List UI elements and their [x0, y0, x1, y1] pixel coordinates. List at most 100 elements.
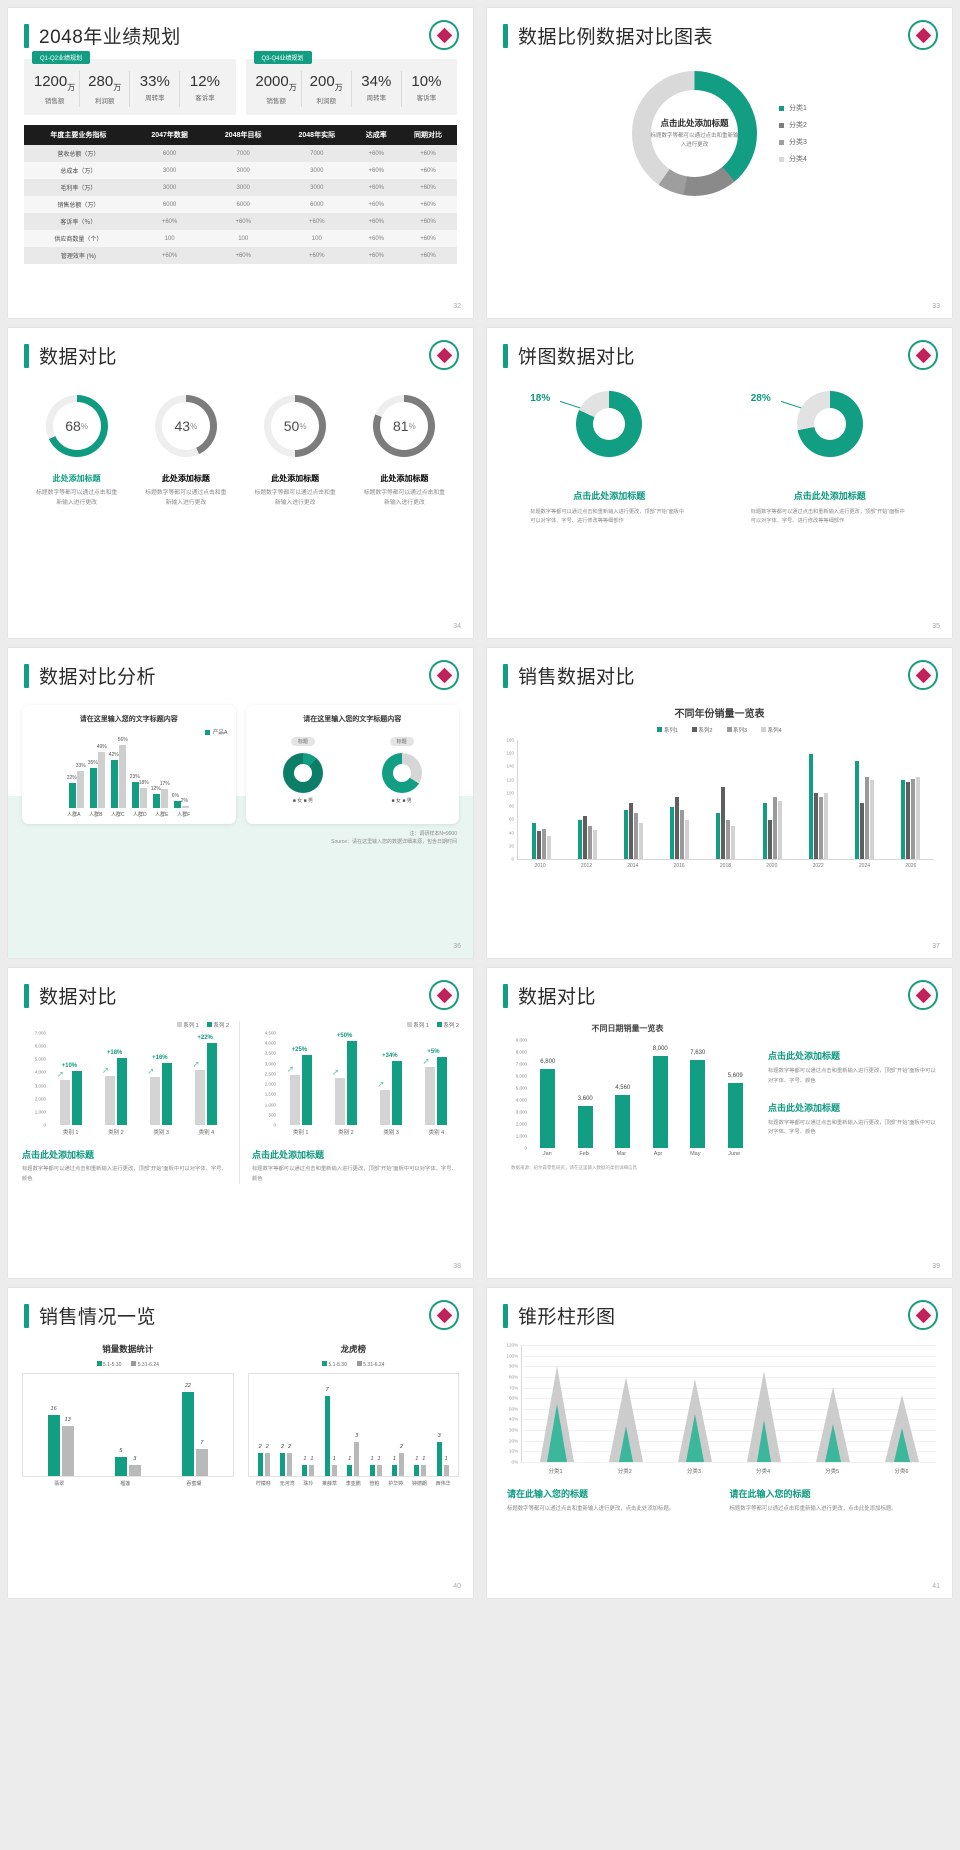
table-cell: 6000 [206, 196, 280, 213]
bar-label: 56% [117, 736, 128, 743]
x-tick: 类别 4 [198, 1130, 215, 1136]
donut-legend: 分类1 分类2 分类3 分类4 [779, 103, 807, 164]
gauge-desc: 标题数字等都可以通过点击和重新输入进行更改 [145, 490, 227, 506]
gridline [522, 1366, 936, 1368]
chart-right[interactable]: 系列 1 系列 2 4,500 4,000 3,500 3,000 2,500 2,000… [252, 1021, 459, 1184]
bar: 2 [280, 1444, 286, 1476]
x-tick: 李亚鹏 [345, 1481, 361, 1487]
table-cell: 营收总额（万） [24, 145, 133, 162]
bar-chart: 22% 33% 35% 49% 42% 56% 23% 18% 12% 17% 6% 2% [30, 736, 228, 808]
gridline [522, 1376, 936, 1378]
y-axis: 7,000 6,000 5,000 4,000 3,000 2,000 1,000 0 [22, 1031, 46, 1128]
bar [813, 793, 818, 859]
y-tick: 90% [508, 1363, 518, 1369]
y-tick: 50% [508, 1406, 518, 1412]
logo-icon [908, 20, 938, 50]
x-tick: 分类2 [617, 1469, 632, 1475]
gauge-item[interactable]: 50% 此处添加标题 标题数字等都可以通过点击和重新输入进行更改 [253, 395, 337, 509]
bar-group [716, 786, 736, 859]
slide-37[interactable]: 销售数据对比 不同年份销量一览表 系列1 系列2 系列3 系列4 180 160 1… [487, 648, 952, 958]
donut-card[interactable]: 请在这里输入您的文字标题内容 标题 ■ 女 ■ 男 标题 ■ 女 ■ 男 [245, 705, 459, 824]
gauge-item[interactable]: 68% 此处添加标题 标题数字等都可以通过点击和重新输入进行更改 [35, 395, 119, 509]
y-tick: 6,000 [34, 1043, 46, 1049]
accent-bar-icon [503, 343, 508, 368]
chart-left[interactable]: 系列 1 系列 2 7,000 6,000 5,000 4,000 3,000 2,000… [22, 1021, 240, 1185]
slide-36[interactable]: 数据对比分析 请在这里输入您的文字标题内容 产品A 22% 33% 35% 49% 42… [8, 648, 473, 958]
table-cell: +60% [132, 247, 207, 264]
legend-item: 系列 2 [436, 1021, 459, 1029]
slide-38[interactable]: 数据对比 系列 1 系列 2 7,000 6,000 5,000 4,000 3,000… [8, 968, 473, 1278]
bar: 8,000 [653, 1046, 668, 1148]
bar [110, 760, 118, 808]
bar-label: 1 [332, 1455, 336, 1462]
kpi-groups: Q1-Q2业绩规划 1200万 销售额 280万 利润额 33% 周转率 12% 客诉率… [8, 49, 473, 115]
slide-40[interactable]: 销售情况一览 销量数据统计 5.1-5.30 5.31-6.24 16 13 5 3 2… [8, 1288, 473, 1598]
x-tick: 无河湾 [279, 1481, 295, 1487]
y-axis: 4,500 4,000 3,500 3,000 2,500 2,000 1,500 1,000… [252, 1031, 276, 1128]
slide-41[interactable]: 锥形柱形图 120% 100% 90% 80% 70% 60% 50% 40% 30% 20% 10… [487, 1288, 952, 1598]
slide-39[interactable]: 数据对比 不同日期销量一览表 9,000 8,000 7,000 6,000 5,000… [487, 968, 952, 1278]
bar: 2 [287, 1444, 293, 1476]
bar-label: 33% [75, 762, 86, 769]
table-cell: 7000 [206, 145, 280, 162]
table-cell: 6000 [132, 196, 207, 213]
bar [818, 796, 823, 859]
bar: 16 [47, 1406, 60, 1476]
accent-bar-icon [503, 1303, 508, 1328]
bar-group: 42% 56% [109, 737, 128, 808]
donut-chart-area: 点击此处添加标题 标题数字等都可以通过点击和重新输入进行更改 分类1 分类2 分… [487, 71, 952, 196]
gauge-desc: 标题数字等都可以通过点击和重新输入进行更改 [363, 490, 445, 506]
pie-item[interactable]: 28% 点击此处添加标题 标题数字等都可以通过点击和重新输入进行更改，顶部“开始… [745, 391, 915, 527]
table-cell: +60% [280, 247, 354, 264]
bar-series [518, 740, 934, 859]
chart-legend: 系列1 系列2 系列3 系列4 [487, 726, 952, 734]
y-tick: 5,000 [34, 1056, 46, 1062]
logo-icon [908, 660, 938, 690]
cone-group [677, 1345, 712, 1462]
bar-group: +10% ➚ [57, 1063, 82, 1125]
bar [629, 803, 634, 859]
bar-label: 3,600 [577, 1096, 593, 1103]
chart-left[interactable]: 销量数据统计 5.1-5.30 5.31-6.24 16 13 5 3 22 7 翡翠 榴莲… [22, 1343, 234, 1487]
donut-chart[interactable]: 点击此处添加标题 标题数字等都可以通过点击和重新输入进行更改 [632, 71, 758, 196]
slide-33[interactable]: 数据比例数据对比图表 点击此处添加标题 标题数字等都可以通过点击和重新输入进行更… [487, 8, 952, 318]
bar [685, 819, 690, 859]
gridline [522, 1419, 936, 1421]
slide-32[interactable]: 2048年业绩规划 Q1-Q2业绩规划 1200万 销售额 280万 利润额 33%… [8, 8, 473, 318]
gauge-symbol: % [190, 421, 198, 431]
cone-green [618, 1426, 633, 1462]
bar: 7 [195, 1440, 208, 1476]
gauge-value: 81 [393, 418, 409, 434]
bar [767, 819, 772, 859]
donut-center-sub: 标题数字等都可以通过点击和重新输入进行更改 [650, 133, 739, 148]
mini-donut [381, 753, 422, 793]
bar-card[interactable]: 请在这里输入您的文字标题内容 产品A 22% 33% 35% 49% 42% 56% 23%… [22, 705, 236, 824]
table-cell: +60% [353, 145, 399, 162]
bar-label: 8,000 [652, 1045, 668, 1052]
pie-item[interactable]: 18% 点击此处添加标题 标题数字等都可以通过点击和重新输入进行更改，顶部“开始… [524, 391, 694, 527]
accent-bar-icon [24, 983, 29, 1008]
slide-35[interactable]: 饼图数据对比 18% 点击此处添加标题 标题数字等都可以通过点击和重新输入进行更… [487, 328, 952, 638]
slide-body: 不同日期销量一览表 9,000 8,000 7,000 6,000 5,000 4,000… [487, 1023, 952, 1171]
gauge-item[interactable]: 81% 此处添加标题 标题数字等都可以通过点击和重新输入进行更改 [362, 395, 446, 509]
arrow-icon: ➚ [422, 1056, 430, 1066]
x-tick: 分类6 [894, 1469, 909, 1475]
gridline [522, 1440, 936, 1442]
slide-34[interactable]: 数据对比 68% 此处添加标题 标题数字等都可以通过点击和重新输入进行更改 43… [8, 328, 473, 638]
gauge-item[interactable]: 43% 此处添加标题 标题数字等都可以通过点击和重新输入进行更改 [144, 395, 228, 509]
chart-title: 不同年份销量一览表 [674, 709, 765, 720]
accent-bar-icon [503, 23, 508, 48]
bar: 2 [257, 1444, 263, 1476]
bar [721, 786, 726, 859]
chart-legend: 5.1-5.30 5.31-6.24 [248, 1361, 460, 1368]
table-cell: 100 [132, 230, 207, 247]
cone-green [546, 1404, 567, 1462]
y-tick: 10% [508, 1448, 518, 1454]
x-tick: Jan [542, 1151, 552, 1157]
kpi-item: 200万 利润额 [302, 71, 352, 107]
delta-label: +25% [291, 1047, 308, 1053]
chart-column[interactable]: 不同日期销量一览表 9,000 8,000 7,000 6,000 5,000 4,000… [501, 1023, 754, 1171]
y-tick: 100% [506, 1353, 518, 1359]
